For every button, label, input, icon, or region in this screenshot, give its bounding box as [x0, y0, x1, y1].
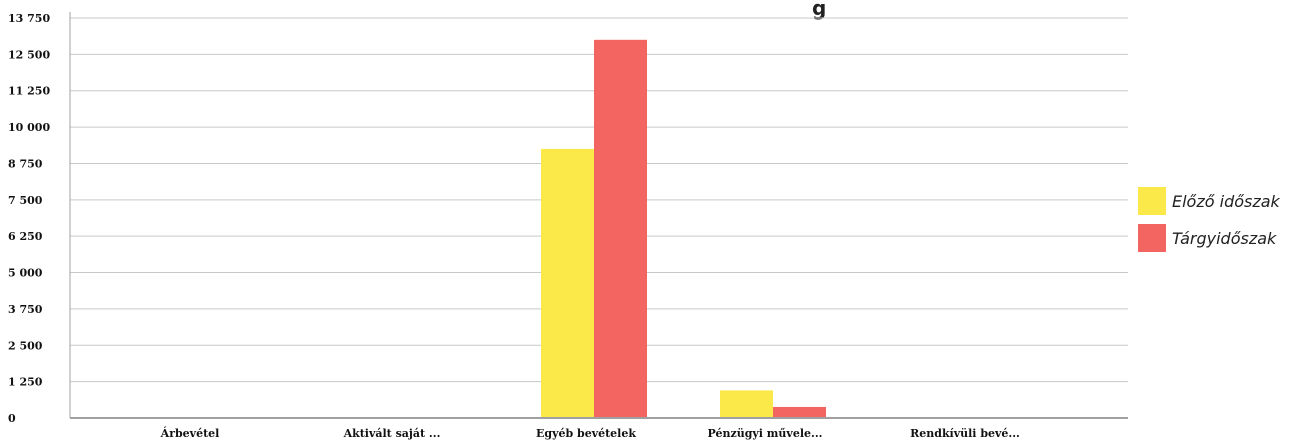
x-axis-category-labels: Árbevétel Aktivált saját ... Egyéb bevétel… [160, 426, 1020, 440]
y-axis-tick-labels: 0 1 250 2 500 3 750 5 000 6 250 7 500 8 750 10 0… [8, 12, 50, 425]
legend-label: Tárgyidőszak [1172, 229, 1277, 248]
y-tick-label: 11 250 [8, 85, 50, 98]
bar [594, 39, 647, 419]
x-category-label: Pénzügyi művele... [707, 427, 822, 440]
bar [541, 148, 594, 418]
y-tick-label: 8 750 [8, 157, 43, 170]
x-category-label: Aktivált saját ... [343, 427, 441, 440]
y-tick-label: 3 750 [8, 303, 43, 316]
y-tick-label: 6 250 [8, 230, 43, 243]
legend-label: Előző időszak [1172, 192, 1281, 211]
y-tick-label: 5 000 [8, 267, 43, 280]
y-tick-label: 12 500 [8, 48, 50, 61]
legend-swatch [1138, 187, 1166, 215]
y-tick-label: 13 750 [8, 12, 50, 25]
bars [541, 39, 826, 419]
axes [69, 12, 1128, 419]
x-category-label: Egyéb bevételek [536, 427, 636, 440]
bar [720, 390, 773, 418]
bar [773, 406, 826, 418]
legend: Előző időszak Tárgyidőszak [1138, 187, 1281, 252]
y-tick-label: 2 500 [8, 339, 43, 352]
y-tick-label: 7 500 [8, 194, 43, 207]
chart-title-fragment: g [812, 0, 826, 20]
x-category-label: Árbevétel [160, 426, 220, 440]
y-tick-label: 0 [8, 412, 16, 425]
legend-swatch [1138, 224, 1166, 252]
y-tick-label: 1 250 [8, 376, 43, 389]
x-category-label: Rendkívüli bevé... [910, 427, 1020, 440]
y-tick-label: 10 000 [8, 121, 50, 134]
